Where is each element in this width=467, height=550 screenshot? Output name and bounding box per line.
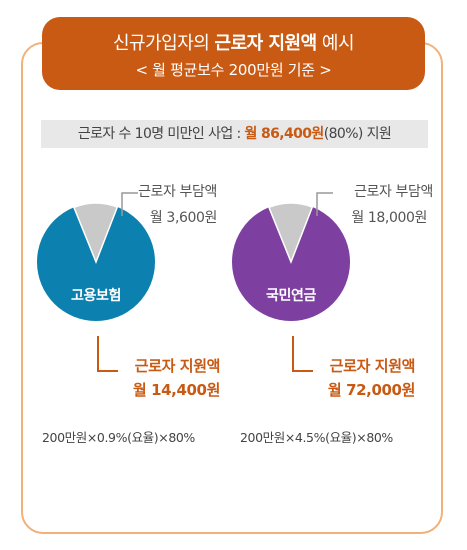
header-title-suffix: 예시 (316, 33, 355, 54)
pension-burden-label: 근로자 부담액 (354, 184, 433, 200)
pension-burden-slice (267, 203, 314, 265)
pension-support-label: 근로자 지원액 (329, 357, 416, 375)
header-title: 신규가입자의 근로자 지원액 예시 (42, 29, 425, 55)
employment-insurance-pie (37, 203, 155, 321)
support-summary-bar: 근로자 수 10명 미만인 사업 : 월 86,400원(80%) 지원 (41, 120, 428, 148)
header-banner: 신규가입자의 근로자 지원액 예시 < 월 평균보수 200만원 기준 > (42, 17, 425, 90)
header-title-prefix: 신규가입자의 (112, 33, 215, 54)
support-summary-prefix: 근로자 수 10명 미만인 사업 : (77, 126, 245, 142)
support-summary-suffix: (80%) 지원 (323, 126, 392, 142)
employment-burden-amount: 월 3,600원 (149, 210, 217, 226)
pension-burden-leader-line (316, 192, 333, 216)
employment-burden-slice (72, 203, 119, 265)
employment-support-leader-line (97, 336, 118, 372)
national-pension-pie (232, 203, 350, 321)
header-subtitle: < 월 평균보수 200만원 기준 > (135, 61, 332, 79)
national-pension-label: 국민연금 (266, 288, 316, 304)
employment-formula: 200만원×0.9%(요율)×80% (42, 430, 195, 445)
employment-support-label: 근로자 지원액 (134, 357, 221, 375)
employment-burden-label: 근로자 부담액 (138, 184, 217, 200)
pension-support-amount: 월 72,000원 (327, 381, 416, 399)
header-title-bold: 근로자 지원액 (214, 33, 318, 54)
employment-burden-leader-line (121, 192, 138, 216)
employment-support-amount: 월 14,400원 (132, 381, 221, 399)
employment-insurance-label: 고용보험 (71, 288, 121, 304)
support-summary-amount: 월 86,400원 (244, 126, 324, 142)
pension-formula: 200만원×4.5%(요율)×80% (240, 430, 393, 445)
pension-burden-amount: 월 18,000원 (351, 210, 427, 226)
pension-support-leader-line (292, 336, 313, 372)
